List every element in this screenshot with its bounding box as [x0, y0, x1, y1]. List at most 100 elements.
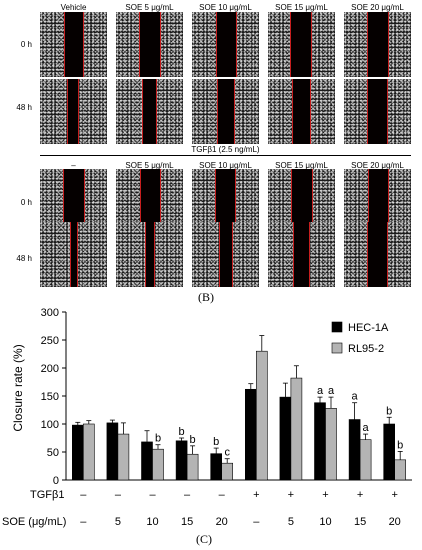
micrograph-tile [40, 12, 107, 77]
column-header-soe15: SOE 15 μg/mL [275, 3, 328, 12]
micrograph-tile [344, 222, 411, 287]
y-tick-label: 300 [41, 307, 59, 319]
bar-hec1a [72, 424, 84, 481]
micrograph-tile [268, 12, 335, 77]
significance-label: a [363, 422, 370, 434]
row-label-48h: 48 h [16, 103, 32, 112]
significance-label: b [155, 433, 161, 445]
tgf-header-divider [40, 155, 411, 156]
soe-mark: 20 [216, 516, 228, 528]
legend-swatch [331, 321, 343, 333]
soe-mark: 15 [354, 516, 366, 528]
column-header-soe5: SOE 5 μg/mL [125, 3, 174, 12]
bar-rl952 [117, 433, 130, 481]
micrograph-tile [344, 12, 411, 77]
row-label-48h: 48 h [16, 254, 32, 263]
bar-rl952 [255, 350, 268, 481]
micrograph-tile [192, 12, 259, 77]
bar-hec1a [245, 388, 257, 481]
soe-mark: 5 [288, 516, 294, 528]
closure-rate-chart: Closure rate (%) 0 50 100 150 200 250 300 – – – 5 b… [2, 307, 412, 528]
tgf-mark: + [253, 489, 259, 501]
panel-c-label: (C) [196, 532, 212, 546]
soe-mark: 15 [181, 516, 193, 528]
tgf-mark: – [149, 489, 156, 501]
column-header-control: – [71, 161, 76, 170]
column-header-soe20: SOE 20 μg/mL [351, 3, 404, 12]
bar-rl952 [83, 423, 95, 481]
column-header-soe10: SOE 10 μg/mL [199, 3, 252, 12]
soe-row-label: SOE (μg/mL) [2, 516, 66, 528]
column-header-tgf-soe15: SOE 15 μg/mL [275, 161, 328, 170]
micrograph-tile [344, 79, 411, 144]
significance-label: b [179, 426, 185, 438]
tgf-mark: + [357, 489, 363, 501]
micrograph-tile [116, 222, 183, 287]
tgf-mark: – [219, 489, 226, 501]
significance-label: c [224, 447, 230, 459]
soe-mark: – [80, 516, 87, 528]
y-tick-label: 0 [53, 475, 59, 487]
significance-label: a [352, 391, 359, 403]
y-axis-label: Closure rate (%) [11, 344, 25, 431]
column-header-vehicle: Vehicle [60, 3, 87, 12]
bar-rl952 [186, 453, 199, 481]
micrograph-tile [40, 79, 107, 144]
bar-rl952 [325, 408, 337, 481]
soe-mark: 10 [146, 516, 158, 528]
tgf-mark: – [80, 489, 87, 501]
micrograph-tile [116, 12, 183, 77]
micrograph-tile [192, 79, 259, 144]
bar-rl952 [152, 448, 164, 481]
micrograph-tile [268, 222, 335, 287]
legend-entry: RL95-2 [348, 343, 384, 355]
bar-hec1a [141, 441, 153, 481]
bar-hec1a [106, 422, 119, 481]
micrograph-tile [40, 222, 107, 287]
chart-labels: 050100150200250300–––5b–10bb–15bc–20+–+5… [2, 307, 403, 528]
bar-rl952 [394, 459, 407, 481]
column-header-tgf-soe20: SOE 20 μg/mL [351, 161, 404, 170]
bar-rl952 [221, 462, 233, 481]
y-tick-label: 200 [41, 363, 59, 375]
bar-rl952 [290, 377, 303, 481]
soe-mark: 20 [389, 516, 401, 528]
tgf-header: TGFβ1 (2.5 ng/mL) [191, 145, 260, 154]
micrograph-tile [192, 222, 259, 287]
bar-hec1a [210, 453, 222, 481]
tgf-mark: + [391, 489, 397, 501]
significance-label: a [328, 385, 335, 397]
soe-mark: – [253, 516, 260, 528]
y-tick-label: 250 [41, 335, 59, 347]
tgf-mark: – [115, 489, 122, 501]
significance-label: b [397, 439, 403, 451]
bar-rl952 [359, 439, 372, 481]
soe-mark: 5 [115, 516, 121, 528]
y-tick-label: 50 [47, 447, 59, 459]
soe-mark: 10 [319, 516, 331, 528]
bar-hec1a [175, 440, 188, 481]
significance-label: a [317, 385, 324, 397]
tgf-mark: + [288, 489, 294, 501]
significance-label: b [190, 434, 196, 446]
legend-swatch [331, 342, 343, 354]
y-tick-label: 100 [41, 419, 59, 431]
bar-hec1a [348, 419, 361, 481]
y-tick-label: 150 [41, 391, 59, 403]
legend-entry: HEC-1A [348, 322, 389, 334]
column-header-tgf-soe5: SOE 5 μg/mL [125, 161, 174, 170]
tgf-mark: – [184, 489, 191, 501]
micrograph-tile [116, 79, 183, 144]
tgf-mark: + [322, 489, 328, 501]
micrograph-tile [268, 79, 335, 144]
tgf-row-label: TGFβ1 [30, 489, 64, 501]
chart-bars [72, 335, 407, 481]
bar-hec1a [383, 423, 396, 481]
row-label-0h: 0 h [20, 198, 32, 207]
bar-hec1a [314, 402, 326, 481]
panel-b-label: (B) [198, 290, 214, 304]
significance-label: b [386, 405, 392, 417]
row-label-0h: 0 h [20, 40, 32, 49]
column-header-tgf-soe10: SOE 10 μg/mL [199, 161, 252, 170]
significance-label: b [213, 436, 219, 448]
